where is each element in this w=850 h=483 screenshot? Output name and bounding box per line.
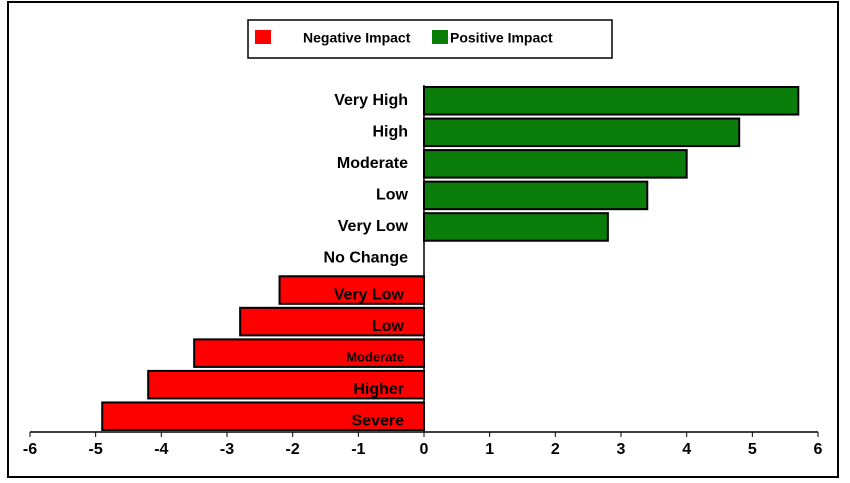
bar (147, 369, 425, 400)
category-label: Moderate (337, 155, 408, 172)
category-label: Very High (334, 92, 408, 109)
x-tick-label: -1 (351, 441, 365, 458)
category-label: Severe (352, 412, 405, 429)
category-label: Higher (353, 381, 404, 398)
legend-swatch (432, 30, 448, 44)
x-tick-label: 6 (814, 441, 823, 458)
category-label: Low (376, 187, 409, 204)
legend-label: Negative Impact (303, 30, 411, 46)
x-tick-label: -5 (89, 441, 103, 458)
x-tick-label: 0 (420, 441, 429, 458)
bar (278, 275, 425, 305)
category-label: Very Low (338, 218, 409, 235)
x-tick-label: -6 (23, 441, 37, 458)
bar (423, 149, 688, 179)
x-tick-label: -3 (220, 441, 234, 458)
category-label: Moderate (346, 350, 404, 365)
legend-box (247, 19, 613, 59)
x-tick-label: -4 (154, 441, 168, 458)
x-tick-label: 3 (617, 441, 626, 458)
bar (193, 338, 425, 368)
bar (423, 117, 741, 148)
x-tick-label: 1 (485, 441, 494, 458)
legend-swatch (255, 30, 271, 44)
bar (423, 212, 609, 242)
x-tick-label: 4 (682, 441, 691, 458)
category-label: Low (372, 318, 405, 335)
x-tick-label: 2 (551, 441, 560, 458)
category-label: High (372, 124, 408, 141)
bar (423, 180, 649, 211)
legend-label: Positive Impact (450, 30, 553, 46)
category-label: No Change (324, 250, 409, 267)
x-tick-label: -2 (286, 441, 300, 458)
x-tick-label: 5 (748, 441, 757, 458)
bar (423, 86, 800, 116)
category-label: Very Low (334, 286, 405, 303)
bar (101, 401, 425, 432)
